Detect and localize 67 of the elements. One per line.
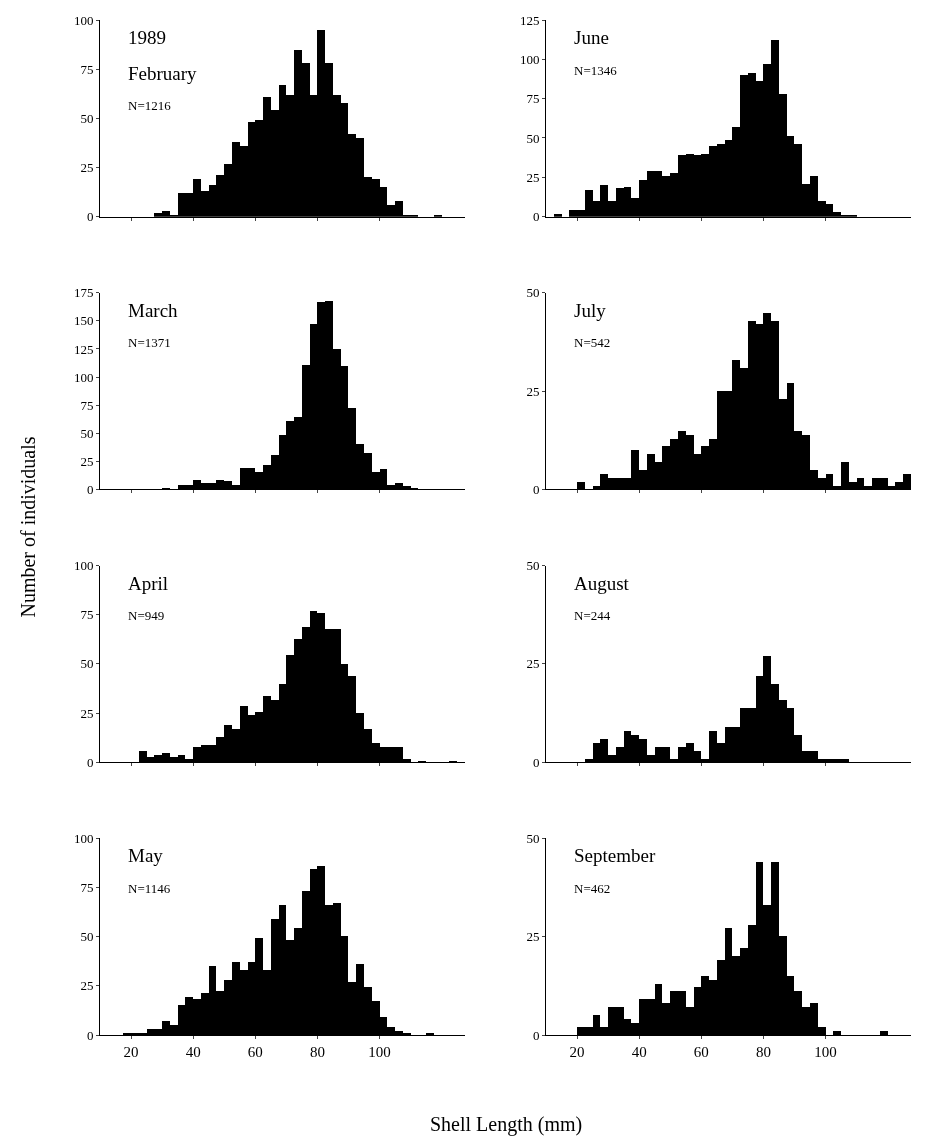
y-tick-label: 25 xyxy=(526,929,540,945)
annotation: N=1216 xyxy=(128,98,172,113)
y-tick-label: 50 xyxy=(526,830,540,846)
annotation: N=1346 xyxy=(574,63,618,78)
annotation: N=1371 xyxy=(128,335,171,350)
y-tick-label: 175 xyxy=(73,285,94,301)
y-tick-label: 50 xyxy=(80,929,94,945)
annotation: May xyxy=(128,845,164,866)
x-tick-label: 20 xyxy=(569,1044,585,1060)
y-tick-label: 0 xyxy=(86,209,94,225)
y-tick-label: 25 xyxy=(526,656,540,672)
annotation: N=462 xyxy=(574,881,611,896)
y-tick-label: 50 xyxy=(80,110,94,126)
annotation: June xyxy=(574,27,609,48)
annotation: March xyxy=(128,300,179,321)
x-tick-label: 60 xyxy=(247,1044,263,1060)
y-tick-label: 50 xyxy=(526,130,540,146)
y-tick-label: 75 xyxy=(526,91,540,107)
y-tick-label: 25 xyxy=(80,453,94,469)
annotation: September xyxy=(574,845,656,866)
y-tick-label: 125 xyxy=(519,12,540,28)
y-tick-label: 125 xyxy=(73,341,94,357)
y-tick-label: 75 xyxy=(80,880,94,896)
x-tick-label: 40 xyxy=(185,1044,201,1060)
y-tick-label: 0 xyxy=(532,1027,540,1043)
y-tick-label: 100 xyxy=(73,558,94,574)
annotation: N=542 xyxy=(574,335,611,350)
y-tick-label: 100 xyxy=(73,830,94,846)
x-tick-label: 80 xyxy=(309,1044,325,1060)
annotation: N=949 xyxy=(128,608,165,623)
annotation: N=244 xyxy=(574,608,611,623)
y-tick-label: 25 xyxy=(80,160,94,176)
y-tick-label: 50 xyxy=(526,285,540,301)
annotation: July xyxy=(574,300,607,321)
y-tick-label: 100 xyxy=(519,51,540,67)
y-tick-label: 25 xyxy=(80,705,94,721)
x-axis-title: Shell Length (mm) xyxy=(430,1113,583,1136)
y-tick-label: 50 xyxy=(80,425,94,441)
x-tick-label: 100 xyxy=(368,1044,391,1060)
y-tick-label: 50 xyxy=(526,558,540,574)
y-tick-label: 75 xyxy=(80,61,94,77)
y-tick-label: 150 xyxy=(73,313,94,329)
annotation: N=1146 xyxy=(128,881,171,896)
y-tick-label: 75 xyxy=(80,607,94,623)
y-tick-label: 0 xyxy=(532,209,540,225)
x-tick-label: 80 xyxy=(755,1044,771,1060)
y-tick-label: 25 xyxy=(526,169,540,185)
x-tick-label: 60 xyxy=(693,1044,709,1060)
x-tick-label: 20 xyxy=(123,1044,139,1060)
annotation: February xyxy=(128,63,198,84)
y-tick-label: 100 xyxy=(73,12,94,28)
y-tick-label: 0 xyxy=(532,754,540,770)
x-tick-label: 40 xyxy=(631,1044,647,1060)
y-tick-label: 0 xyxy=(86,481,94,497)
annotation: August xyxy=(574,573,630,594)
x-tick-label: 100 xyxy=(814,1044,837,1060)
annotation: 1989 xyxy=(128,27,166,48)
y-tick-label: 0 xyxy=(86,1027,94,1043)
y-axis-title: Number of individuals xyxy=(16,436,39,618)
y-tick-label: 50 xyxy=(80,656,94,672)
y-tick-label: 100 xyxy=(73,369,94,385)
y-tick-label: 75 xyxy=(80,397,94,413)
y-tick-label: 25 xyxy=(526,383,540,399)
y-tick-label: 0 xyxy=(86,754,94,770)
y-tick-label: 25 xyxy=(80,978,94,994)
annotation: April xyxy=(128,573,169,594)
y-tick-label: 0 xyxy=(532,481,540,497)
